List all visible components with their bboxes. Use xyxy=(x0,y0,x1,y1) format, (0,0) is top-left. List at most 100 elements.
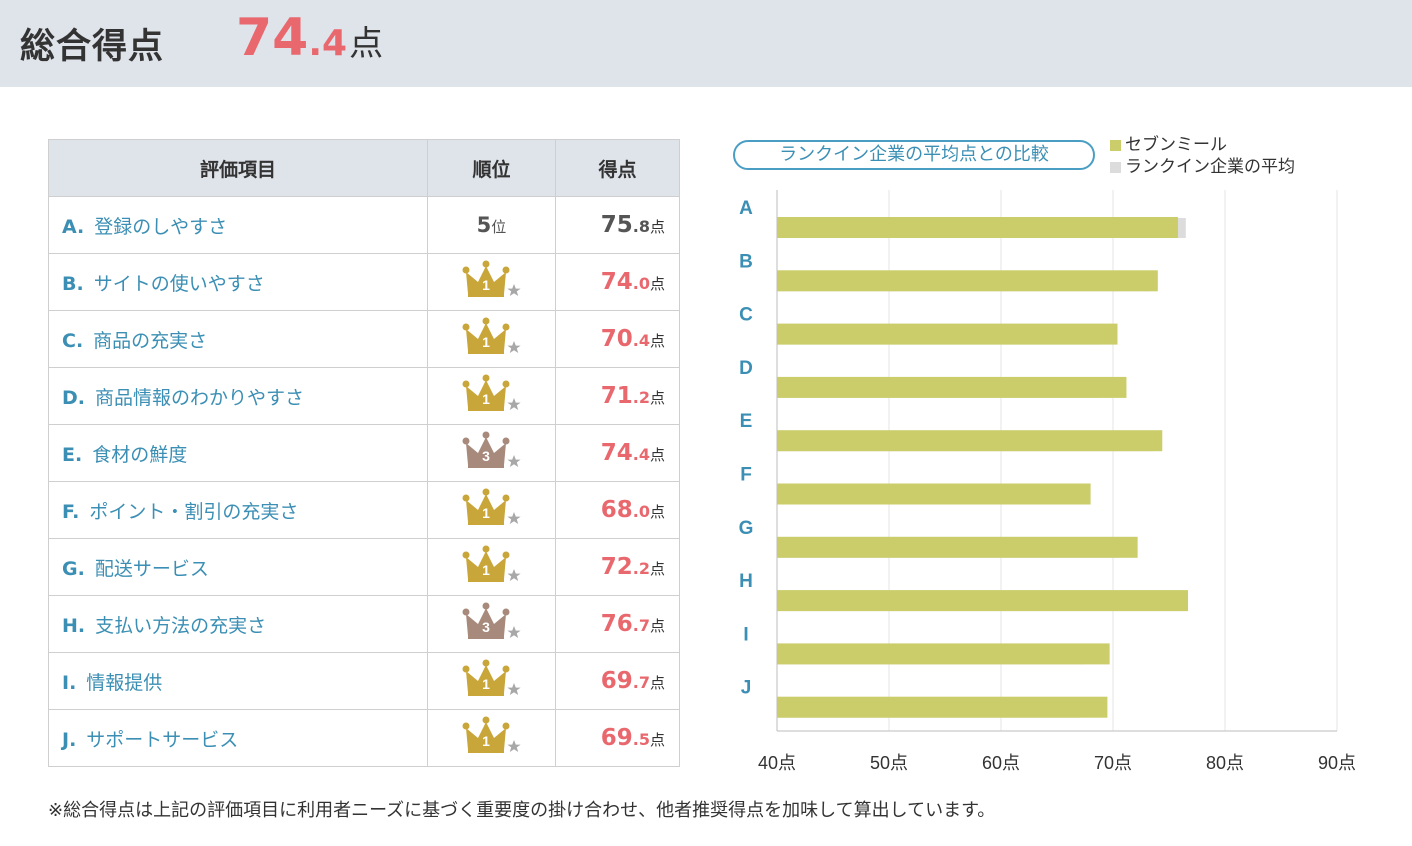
crown-icon: 3 xyxy=(462,602,522,646)
item-cell: H. 支払い方法の充実さ xyxy=(48,595,428,653)
crown-icon: 1 xyxy=(462,659,522,703)
score-int: 69 xyxy=(600,725,633,751)
score-cell: 74.0点 xyxy=(555,253,680,311)
chart-title: ランクイン企業の平均点との比較 xyxy=(733,140,1095,170)
score-int: 72 xyxy=(600,554,633,580)
score-cell: 69.5点 xyxy=(555,709,680,767)
rank-cell: 5位 xyxy=(427,196,556,254)
item-letter: C. xyxy=(62,329,84,352)
bar-sevenmeal xyxy=(777,696,1108,718)
table-row: D. 商品情報のわかりやすさ 1 71.2点 xyxy=(48,367,680,425)
crown-icon: 1 xyxy=(462,488,522,532)
category-label: C xyxy=(739,305,753,326)
table-row: C. 商品の充実さ 1 70.4点 xyxy=(48,310,680,368)
crown-icon: 1 xyxy=(462,716,522,760)
rank-suffix: 位 xyxy=(491,218,507,236)
score-dec: .7 xyxy=(632,616,650,635)
item-letter: E. xyxy=(62,443,83,466)
rank-cell: 1 xyxy=(427,709,556,767)
bar-sevenmeal xyxy=(777,217,1178,238)
legend-item-series2: ランクイン企業の平均 xyxy=(1110,156,1295,178)
score-dec: .4 xyxy=(632,331,650,350)
item-letter: D. xyxy=(62,386,85,409)
table-header-row: 評価項目 順位 得点 xyxy=(48,139,680,197)
bar-sevenmeal xyxy=(777,643,1110,665)
category-label: I xyxy=(743,624,748,645)
item-label: 商品の充実さ xyxy=(93,329,208,352)
item-label: ポイント・割引の充実さ xyxy=(89,500,299,523)
rank-cell: 3 xyxy=(427,595,556,653)
score-dec: .2 xyxy=(632,388,650,407)
bar-sevenmeal xyxy=(777,590,1189,612)
score-dec: .5 xyxy=(632,730,650,749)
footnote: ※総合得点は上記の評価項目に利用者ニーズに基づく重要度の掛け合わせ、他者推奨得点… xyxy=(48,800,996,821)
score-cell: 72.2点 xyxy=(555,538,680,596)
table-row: F. ポイント・割引の充実さ 1 68.0点 xyxy=(48,481,680,539)
item-label: 食材の鮮度 xyxy=(92,443,188,466)
item-label: 登録のしやすさ xyxy=(94,215,228,238)
rank-cell: 1 xyxy=(427,652,556,710)
score-int: 74 xyxy=(600,269,633,295)
total-score: 74.4点 xyxy=(236,8,383,68)
item-label: 支払い方法の充実さ xyxy=(95,614,267,637)
item-cell: D. 商品情報のわかりやすさ xyxy=(48,367,428,425)
score-cell: 71.2点 xyxy=(555,367,680,425)
crown-icon: 1 xyxy=(462,260,522,304)
score-unit: 点 xyxy=(649,560,665,578)
score-dec: .8 xyxy=(632,217,650,236)
x-tick-label: 80点 xyxy=(1206,753,1244,773)
item-letter: H. xyxy=(62,614,86,637)
bar-sevenmeal xyxy=(777,536,1138,558)
svg-text:1: 1 xyxy=(482,391,490,407)
crown-icon: 1 xyxy=(462,545,522,589)
bar-chart: 40点 50点 60点 70点 80点 90点 A B C D E F G H I J xyxy=(739,190,1356,773)
svg-text:1: 1 xyxy=(482,676,490,692)
item-cell: I. 情報提供 xyxy=(48,652,428,710)
score-int: 74 xyxy=(600,440,633,466)
table-row: E. 食材の鮮度 3 74.4点 xyxy=(48,424,680,482)
total-score-dec: .4 xyxy=(308,23,348,64)
rank-cell: 1 xyxy=(427,367,556,425)
score-unit: 点 xyxy=(649,218,665,236)
item-letter: I. xyxy=(62,671,77,694)
table-row: B. サイトの使いやすさ 1 74.0点 xyxy=(48,253,680,311)
item-label: 商品情報のわかりやすさ xyxy=(95,386,305,409)
header-item: 評価項目 xyxy=(48,139,428,197)
header-score: 得点 xyxy=(555,139,680,197)
svg-text:3: 3 xyxy=(482,619,490,635)
category-label: A xyxy=(739,198,753,219)
score-unit: 点 xyxy=(649,674,665,692)
legend-swatch-series1 xyxy=(1110,139,1121,151)
rank-number: 5 xyxy=(476,213,492,237)
item-cell: G. 配送サービス xyxy=(48,538,428,596)
score-int: 76 xyxy=(600,611,633,637)
legend-label-series1: セブンミール xyxy=(1125,135,1227,155)
svg-text:1: 1 xyxy=(482,334,490,350)
item-label: 配送サービス xyxy=(94,557,209,580)
bar-sevenmeal xyxy=(777,323,1118,345)
bar-sevenmeal xyxy=(777,483,1091,505)
score-cell: 70.4点 xyxy=(555,310,680,368)
item-cell: J. サポートサービス xyxy=(48,709,428,767)
item-letter: J. xyxy=(62,728,77,751)
score-unit: 点 xyxy=(649,389,665,407)
legend-item-series1: セブンミール xyxy=(1110,134,1295,156)
bar-sevenmeal xyxy=(777,376,1127,398)
item-letter: B. xyxy=(62,272,84,295)
crown-icon: 1 xyxy=(462,374,522,418)
page-title: 総合得点 xyxy=(20,27,165,67)
item-cell: F. ポイント・割引の充実さ xyxy=(48,481,428,539)
x-tick-label: 60点 xyxy=(982,753,1020,773)
legend-label-series2: ランクイン企業の平均 xyxy=(1125,157,1295,177)
x-tick-label: 40点 xyxy=(758,753,796,773)
item-label: 情報提供 xyxy=(86,671,163,694)
rank-text: 5位 xyxy=(477,213,507,237)
score-dec: .0 xyxy=(632,274,650,293)
score-table: 評価項目 順位 得点 A. 登録のしやすさ 5位 75.8点 B. サイトの使いやすさ 1 7… xyxy=(48,139,680,767)
item-cell: E. 食材の鮮度 xyxy=(48,424,428,482)
score-dec: .0 xyxy=(632,502,650,521)
score-dec: .4 xyxy=(632,445,650,464)
category-label: F xyxy=(740,465,752,486)
total-score-int: 74 xyxy=(236,8,309,68)
score-unit: 点 xyxy=(649,446,665,464)
